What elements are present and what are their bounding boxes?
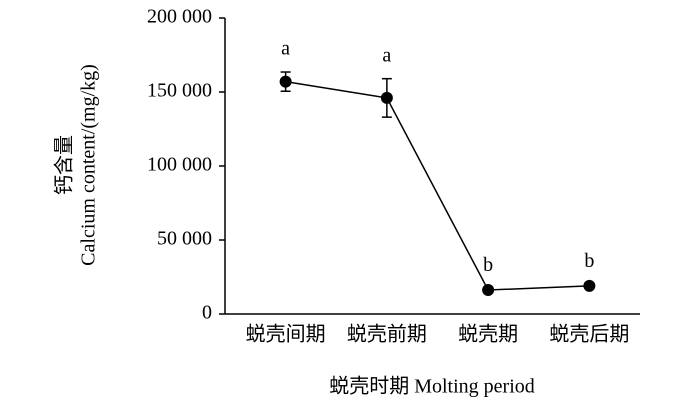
y-tick-label: 50 000 [157,228,212,250]
point [482,284,495,297]
line [285,80,590,291]
y-axis-label: 钙含量 [53,135,76,195]
x-tick-label: 蜕壳后期 [549,323,629,346]
x-axis-label: 蜕壳时期 Molting period [329,375,535,398]
x-tick-label: 蜕壳前期 [347,323,427,346]
significance-label: a [281,38,290,60]
significance-label: a [382,44,391,66]
y-tick-label: 0 [202,302,212,324]
significance-label: b [483,254,493,276]
point [279,75,292,88]
x-tick-label: 蜕壳间期 [246,323,326,346]
point [583,279,596,292]
y-tick-label: 200 000 [147,6,212,28]
significance-label: b [584,250,594,272]
x-tick-label: 蜕壳期 [458,323,518,346]
y-tick-label: 150 000 [147,80,212,102]
y-label-line: 钙含量 [53,135,76,195]
y-label-line: Calcium content/(mg/kg) [78,64,100,266]
point [380,91,393,104]
y-tick-label: 100 000 [147,154,212,176]
y-axis-label: Calcium content/(mg/kg) [78,64,100,266]
